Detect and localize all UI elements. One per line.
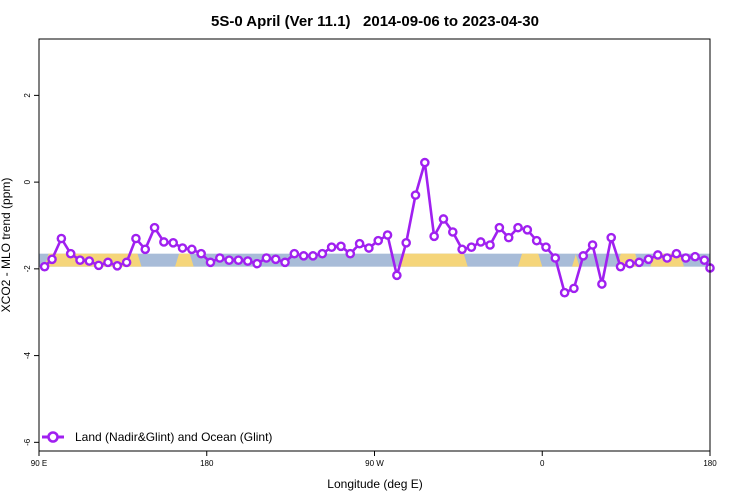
data-point — [242, 256, 253, 266]
data-point — [438, 214, 449, 224]
data-point — [392, 270, 402, 281]
data-point — [103, 257, 113, 268]
data-point — [364, 243, 374, 253]
data-point — [345, 248, 356, 259]
data-point — [522, 225, 533, 235]
legend-marker-swatch — [47, 431, 59, 443]
data-point — [550, 253, 561, 263]
y-tick-label: 0 — [23, 179, 32, 184]
legend-label: Land (Nadir&Glint) and Ocean (Glint) — [75, 430, 272, 444]
data-point — [494, 222, 505, 233]
data-point — [224, 255, 234, 265]
data-point — [149, 222, 160, 233]
y-tick-label: 2 — [23, 93, 32, 98]
data-point — [373, 235, 384, 246]
data-point — [559, 287, 570, 298]
data-point — [606, 232, 617, 243]
data-point — [187, 244, 197, 255]
legend: Land (Nadir&Glint) and Ocean (Glint) — [42, 430, 272, 444]
data-point — [671, 248, 682, 259]
data-point — [140, 244, 151, 255]
land-segment — [398, 253, 468, 267]
data-point — [354, 238, 365, 249]
axes: 90 E 180 90 W 0 180 2 0 -2 -4 -6 — [23, 38, 717, 468]
data-point — [662, 253, 672, 263]
data-point — [680, 253, 691, 263]
data-point — [541, 242, 551, 252]
data-point — [75, 255, 85, 265]
data-point — [475, 237, 486, 247]
data-point — [112, 261, 123, 271]
data-point — [205, 257, 216, 268]
data-point — [65, 248, 76, 259]
data-point — [336, 241, 346, 252]
data-point — [457, 244, 467, 255]
data-point — [615, 261, 626, 272]
series-point-layer — [39, 157, 715, 298]
data-point — [298, 251, 309, 261]
data-point — [252, 258, 262, 269]
data-point — [168, 238, 178, 248]
data-point — [578, 251, 589, 261]
data-point — [261, 253, 272, 263]
data-point — [47, 254, 57, 265]
data-point — [597, 279, 607, 289]
data-point — [643, 254, 654, 265]
data-point — [270, 254, 281, 265]
data-point — [84, 256, 95, 266]
data-point — [214, 253, 225, 263]
data-point — [326, 242, 337, 252]
data-point — [131, 233, 141, 244]
data-point — [196, 248, 206, 259]
data-point — [531, 235, 542, 246]
data-point — [233, 255, 244, 265]
data-point — [308, 251, 318, 261]
data-point — [503, 232, 514, 243]
chart-title: 5S-0 April (Ver 11.1) 2014-09-06 to 2023… — [211, 13, 539, 30]
data-point — [382, 230, 393, 240]
data-point — [485, 240, 495, 250]
data-point — [121, 257, 132, 268]
x-tick-label: 180 — [200, 459, 214, 468]
land-ocean-band — [39, 253, 710, 267]
data-point — [625, 258, 635, 269]
data-point — [447, 227, 458, 237]
y-axis-label: XCO2 - MLO trend (ppm) — [0, 178, 13, 313]
data-point — [690, 251, 700, 262]
data-point — [513, 222, 523, 233]
data-point — [420, 157, 430, 168]
data-point — [177, 243, 188, 253]
data-point — [410, 190, 421, 200]
data-point — [699, 255, 710, 265]
y-tick-label: -4 — [23, 351, 32, 359]
x-tick-label: 0 — [540, 459, 545, 468]
y-tick-label: -6 — [23, 438, 32, 446]
x-tick-label: 90 W — [365, 459, 384, 468]
land-segment — [572, 253, 580, 267]
data-point — [93, 260, 104, 271]
data-point — [587, 240, 598, 250]
data-point — [289, 248, 300, 259]
data-point — [466, 242, 477, 252]
data-point — [280, 257, 290, 268]
land-segment — [518, 253, 543, 267]
data-point — [653, 250, 663, 260]
data-point — [429, 231, 439, 242]
data-point — [159, 237, 169, 247]
x-tick-label: 180 — [703, 459, 717, 468]
x-tick-label: 90 E — [31, 459, 47, 468]
data-point — [634, 257, 644, 268]
data-point — [317, 248, 328, 259]
data-point — [569, 283, 579, 294]
data-point — [39, 261, 50, 272]
data-point — [56, 233, 67, 244]
data-point — [401, 238, 411, 248]
land-segment — [175, 253, 194, 267]
y-tick-label: -2 — [23, 265, 32, 273]
x-axis-label: Longitude (deg E) — [327, 477, 422, 491]
